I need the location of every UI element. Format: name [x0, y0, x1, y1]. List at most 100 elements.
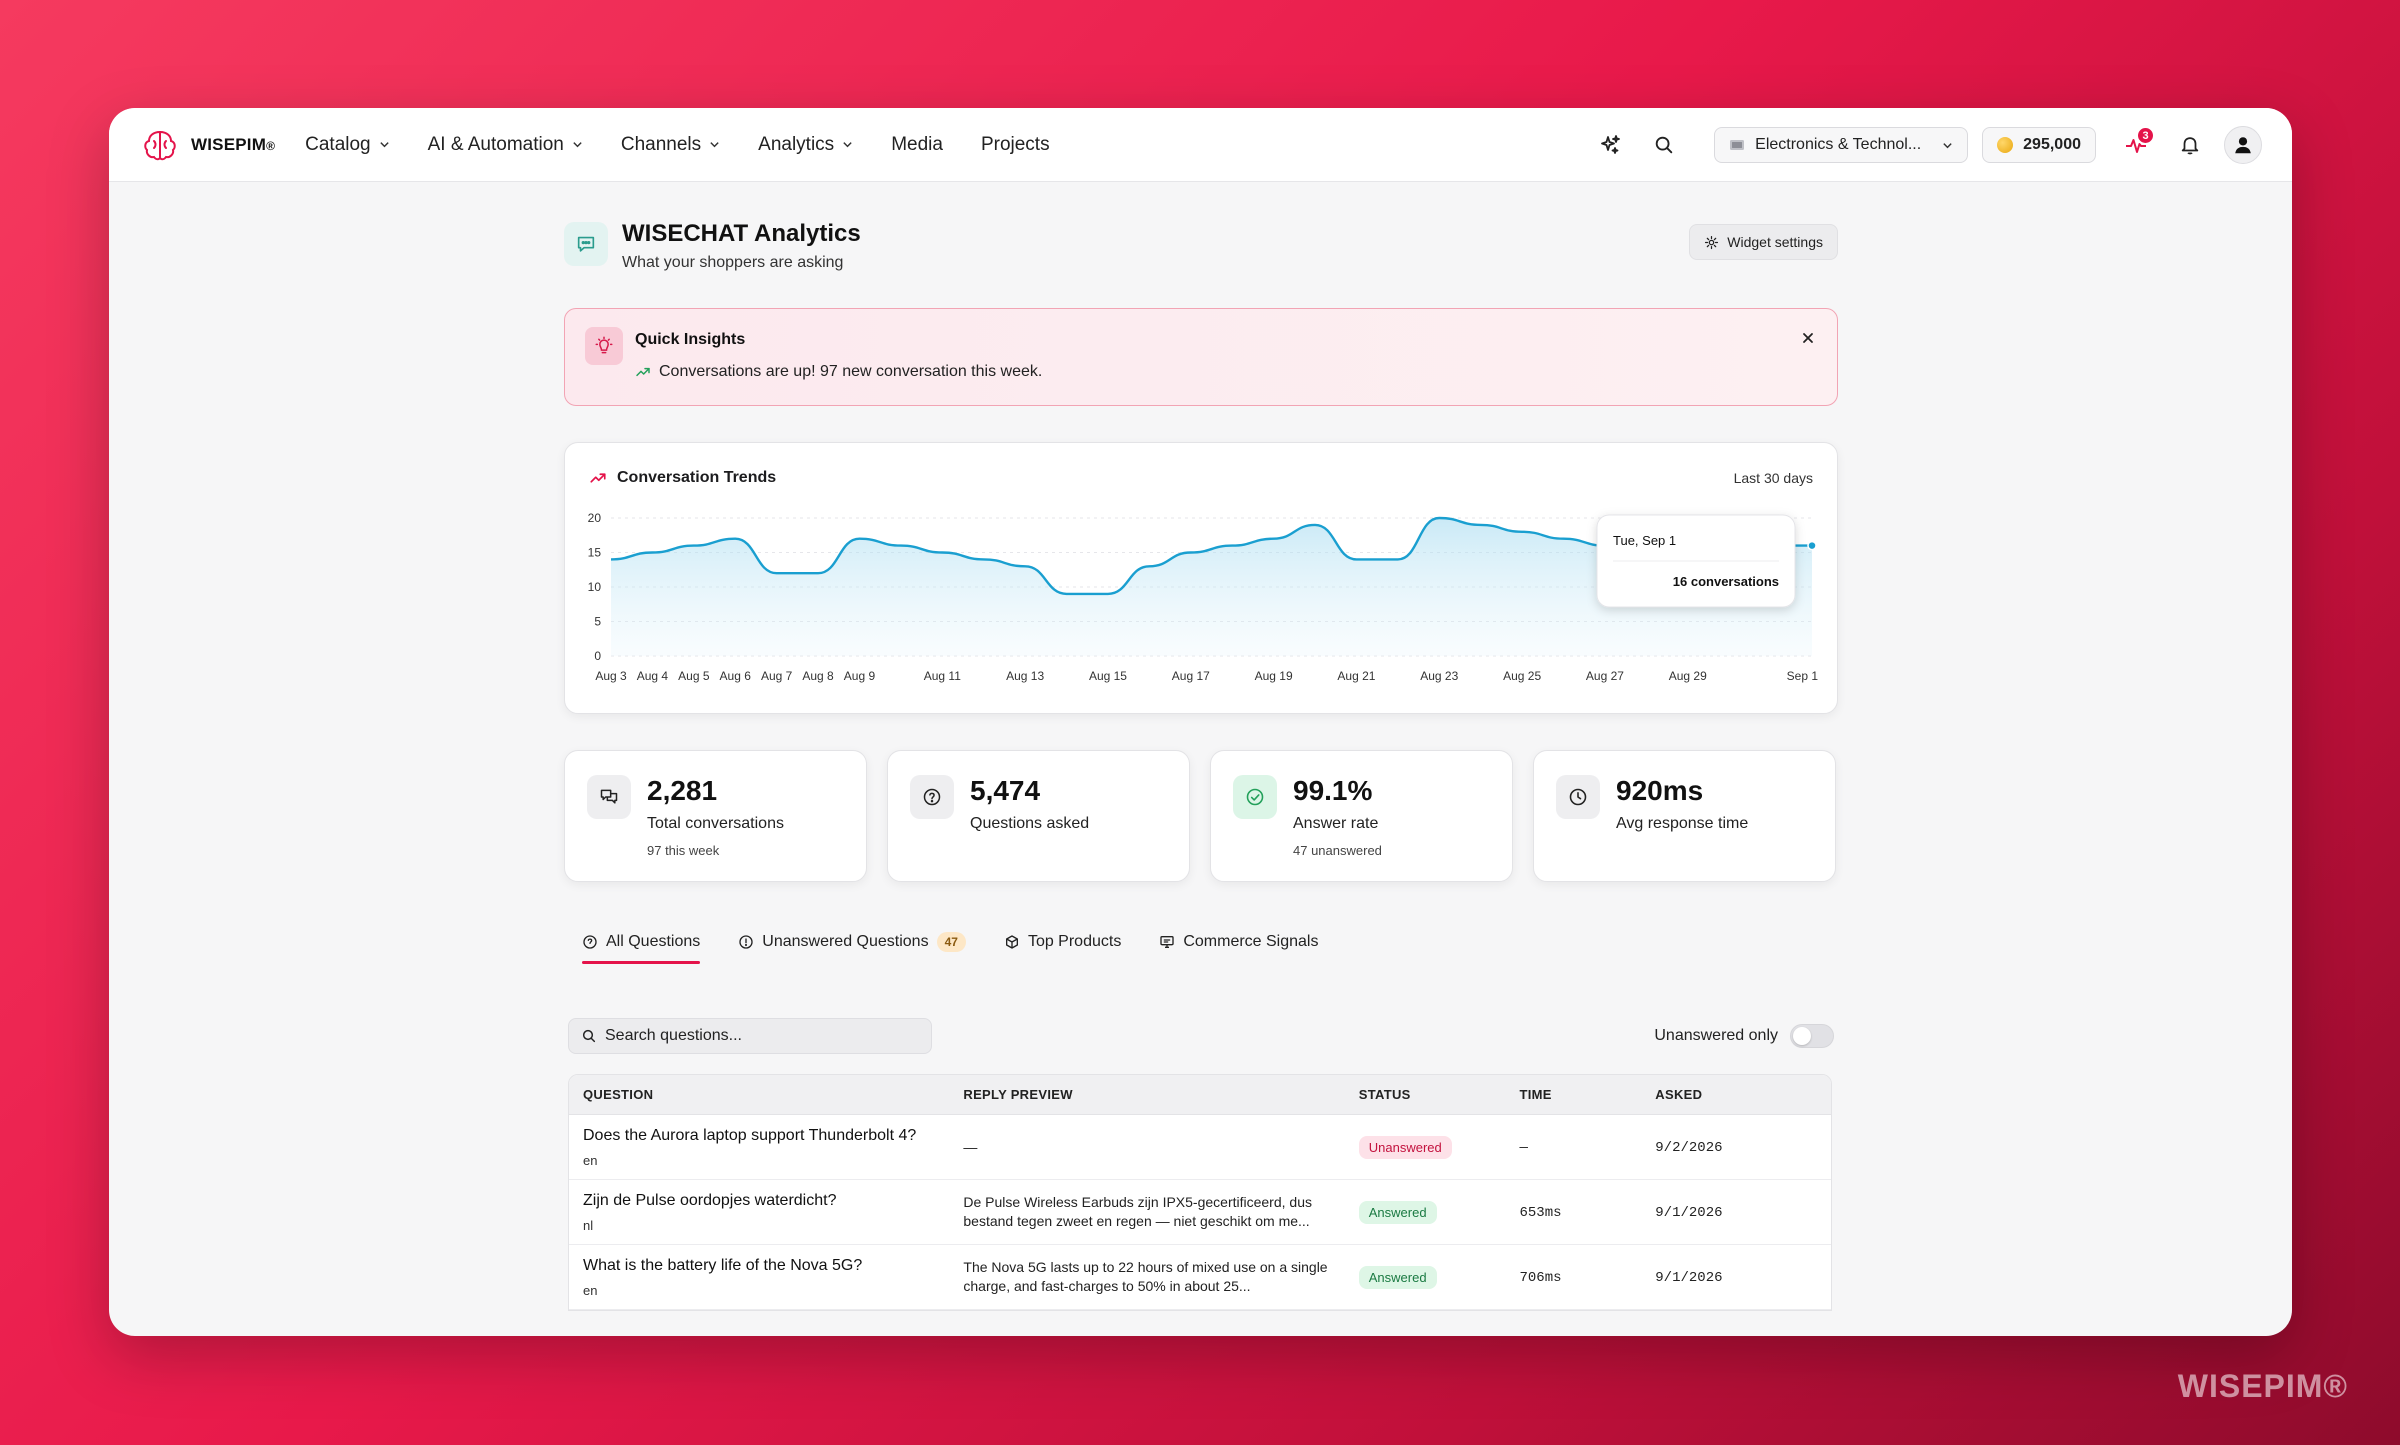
x-tick-label: Aug 3 — [595, 669, 627, 683]
question-language: nl — [583, 1217, 594, 1233]
stat-avg-response-time: 920ms Avg response time — [1533, 750, 1836, 882]
nav-analytics[interactable]: Analytics — [758, 134, 853, 156]
tab-all-questions[interactable]: All Questions — [582, 928, 701, 964]
package-icon — [1005, 935, 1018, 949]
questions-table: QUESTION REPLY PREVIEW STATUS TIME ASKED… — [568, 1074, 1832, 1311]
brain-logo-icon — [144, 130, 176, 160]
table-header: QUESTION REPLY PREVIEW STATUS TIME ASKED — [569, 1075, 1831, 1115]
store-icon — [1730, 140, 1745, 150]
topbar-actions: Electronics & Technol... 295,000 3 — [1590, 108, 2262, 182]
widget-settings-button[interactable]: Widget settings — [1689, 224, 1838, 260]
conversation-trends-card: 0 5 10 15 20 Aug 3 Aug 4 Aug 5 Aug 6 Aug 7 Aug 8 Au… — [564, 442, 1838, 714]
credits-balance[interactable]: 295,000 — [1982, 127, 2096, 163]
table-row[interactable]: Zijn de Pulse oordopjes waterdicht? nl De… — [569, 1180, 1831, 1245]
column-header-question[interactable]: QUESTION — [583, 1087, 654, 1102]
toggle-label: Unanswered only — [1654, 1027, 1778, 1044]
app-window: WISEPIM® Catalog AI & Automation Channel… — [109, 108, 2292, 1336]
trends-title: Conversation Trends — [589, 469, 776, 487]
table-row[interactable]: Does the Aurora laptop support Thunderbo… — [569, 1115, 1831, 1180]
reply-preview: De Pulse Wireless Earbuds zijn IPX5-gece… — [963, 1194, 1312, 1229]
user-avatar[interactable] — [2224, 126, 2262, 164]
brand-watermark: WISEPIM® — [2177, 1368, 2348, 1404]
trends-range-label: Last 30 days — [1733, 470, 1813, 486]
status-badge: Answered — [1358, 1200, 1437, 1224]
chevron-down-icon — [573, 142, 582, 148]
brand-name: WISEPIM® — [191, 134, 276, 154]
question-filters: Unanswered only — [564, 1018, 1838, 1054]
page-title: WISECHAT Analytics — [622, 220, 861, 247]
close-insights-button[interactable] — [1797, 327, 1819, 349]
close-icon — [1803, 333, 1813, 343]
chevron-down-icon — [379, 142, 389, 148]
activity-count-badge: 3 — [2136, 126, 2155, 145]
unanswered-only-toggle[interactable] — [1790, 1024, 1834, 1048]
brand-logo[interactable]: WISEPIM® — [139, 124, 275, 166]
activity-button[interactable]: 3 — [2116, 125, 2156, 165]
x-tick-label: Aug 25 — [1503, 669, 1541, 683]
nav-channels[interactable]: Channels — [621, 134, 720, 156]
y-tick-label: 15 — [588, 546, 602, 560]
stat-subtext: 47 unanswered — [1293, 843, 1382, 858]
tooltip-date: Tue, Sep 1 — [1613, 533, 1676, 548]
x-tick-label: Aug 29 — [1669, 669, 1707, 683]
x-tick-label: Aug 19 — [1255, 669, 1293, 683]
user-icon — [2235, 137, 2251, 154]
search-icon — [1655, 136, 1673, 154]
store-selector-value: Electronics & Technol... — [1755, 136, 1922, 153]
toggle-knob — [1793, 1027, 1811, 1045]
status-badge: Unanswered — [1358, 1135, 1452, 1159]
notifications-button[interactable] — [2170, 125, 2210, 165]
check-circle-icon — [1233, 775, 1277, 819]
x-tick-label: Aug 15 — [1089, 669, 1127, 683]
stats-row: 2,281 Total conversations 97 this week 5… — [564, 750, 1838, 882]
nav-ai-automation[interactable]: AI & Automation — [428, 134, 583, 156]
asked-date: 9/1/2026 — [1655, 1205, 1723, 1221]
y-tick-label: 5 — [594, 615, 601, 629]
nav-catalog[interactable]: Catalog — [305, 134, 390, 156]
active-data-point — [1807, 540, 1817, 551]
stat-value: 920ms — [1616, 775, 1704, 806]
stat-label: Avg response time — [1616, 815, 1749, 832]
chevron-down-icon — [843, 142, 852, 148]
x-tick-label: Aug 9 — [844, 669, 876, 683]
bell-icon — [2181, 137, 2199, 155]
search-box — [568, 1018, 932, 1054]
unanswered-only-filter: Unanswered only — [1654, 1024, 1834, 1048]
main-content: WISECHAT Analytics What your shoppers ar… — [564, 216, 1838, 1311]
x-tick-label: Aug 17 — [1172, 669, 1210, 683]
ai-sparkle-button[interactable] — [1590, 125, 1630, 165]
response-time: 706ms — [1519, 1270, 1562, 1286]
stat-questions-asked: 5,474 Questions asked — [887, 750, 1190, 882]
column-header-reply-preview[interactable]: REPLY PREVIEW — [963, 1087, 1073, 1102]
stat-label: Questions asked — [970, 815, 1090, 832]
tab-commerce-signals[interactable]: Commerce Signals — [1159, 928, 1318, 956]
column-header-asked[interactable]: ASKED — [1655, 1087, 1703, 1102]
insights-title: Quick Insights — [635, 331, 746, 348]
insights-message: Conversations are up! 97 new conversatio… — [635, 363, 1042, 381]
table-row[interactable]: What is the battery life of the Nova 5G?… — [569, 1245, 1831, 1310]
credits-value: 295,000 — [2023, 136, 2081, 153]
search-questions-input[interactable] — [605, 1027, 905, 1045]
store-selector[interactable]: Electronics & Technol... — [1714, 127, 1969, 163]
stat-value: 99.1% — [1293, 775, 1373, 806]
search-button[interactable] — [1644, 125, 1684, 165]
nav-media[interactable]: Media — [891, 133, 943, 155]
x-tick-label: Aug 13 — [1006, 669, 1044, 683]
column-header-status[interactable]: STATUS — [1358, 1087, 1411, 1102]
asked-date: 9/1/2026 — [1655, 1270, 1723, 1286]
x-tick-label: Aug 11 — [924, 669, 961, 683]
y-tick-label: 10 — [588, 580, 602, 594]
question-text: Zijn de Pulse oordopjes waterdicht? — [583, 1191, 837, 1209]
monitor-chat-icon — [1160, 936, 1174, 948]
question-language: en — [583, 1152, 598, 1168]
chat-bubbles-icon — [587, 775, 631, 819]
tab-unanswered-questions[interactable]: Unanswered Questions 47 — [738, 928, 966, 956]
quick-insights-banner: Quick Insights Conversations are up! 97 … — [564, 308, 1838, 406]
conversation-trends-chart: 0 5 10 15 20 Aug 3 Aug 4 Aug 5 Aug 6 Aug 7 Aug 8 Au… — [588, 511, 1819, 683]
page-header: WISECHAT Analytics What your shoppers ar… — [564, 216, 1838, 276]
nav-projects[interactable]: Projects — [980, 133, 1050, 155]
questions-tabs: All Questions Unanswered Questions 47 To… — [564, 928, 1838, 964]
column-header-time[interactable]: TIME — [1519, 1087, 1552, 1102]
sparkle-icon — [1601, 135, 1621, 154]
tab-top-products[interactable]: Top Products — [1004, 928, 1121, 956]
